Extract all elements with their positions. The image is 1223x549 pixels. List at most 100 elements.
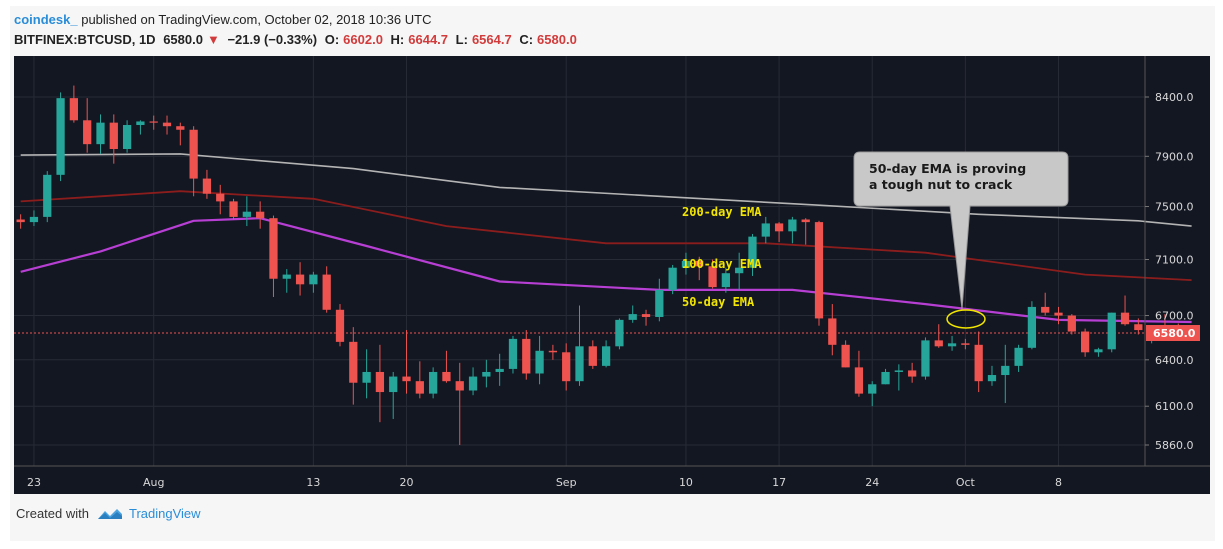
candle-body	[508, 338, 518, 369]
candle-body	[641, 314, 651, 317]
candle	[508, 335, 518, 374]
ema50-label: 50-day EMA	[682, 295, 755, 309]
candle	[189, 126, 198, 197]
price-axis[interactable]: 8400.0 7900.0 7500.0 7100.0 6700.0 6400.0 6100…	[1145, 91, 1200, 452]
candle-body	[282, 274, 291, 279]
candle	[881, 368, 890, 385]
author-link[interactable]: coindesk_	[14, 12, 78, 27]
ema100-label: 100-day EMA	[682, 257, 762, 271]
time-tick-label: 13	[306, 476, 320, 489]
candle-body	[562, 352, 571, 382]
candle-body	[468, 376, 478, 391]
time-tick-label: Sep	[556, 476, 577, 489]
candle-body	[628, 314, 637, 320]
publish-info: published on TradingView.com, October 02…	[81, 12, 432, 27]
candle	[362, 349, 371, 399]
candle-body	[615, 319, 624, 347]
candle	[468, 367, 478, 396]
candle	[149, 115, 158, 130]
candle-body	[961, 343, 970, 345]
candle	[695, 256, 704, 281]
candle-body	[908, 370, 917, 377]
candle	[109, 114, 118, 164]
candle	[774, 222, 784, 242]
time-tick-label: 24	[865, 476, 879, 489]
candle	[16, 214, 25, 229]
candle-body	[83, 120, 92, 145]
price-change: −21.9 (−0.33%)	[227, 32, 318, 47]
candle-body	[335, 309, 345, 342]
ema50-line	[20, 217, 1192, 324]
candle-body	[349, 341, 358, 383]
candle-body	[189, 129, 198, 179]
price-tick-label: 6700.0	[1155, 310, 1194, 323]
created-with-text: Created with	[16, 506, 89, 521]
candle	[176, 122, 185, 146]
candle	[455, 362, 464, 445]
candle-body	[548, 350, 558, 353]
candle-body	[43, 174, 52, 217]
candle	[841, 340, 850, 368]
candle	[801, 218, 810, 245]
candle-body	[309, 274, 318, 285]
candle	[229, 198, 238, 220]
ema200-label: 200-day EMA	[682, 205, 762, 219]
candle-body	[735, 267, 744, 274]
ema-lines	[20, 153, 1192, 324]
candle-body	[322, 274, 331, 310]
candle	[216, 184, 225, 215]
candle	[282, 269, 291, 293]
candle	[1054, 306, 1063, 325]
candle	[681, 252, 691, 275]
time-axis[interactable]: 23 Aug 13 20 Sep 10 17 24 Oct 8	[27, 476, 1062, 489]
candlestick-chart[interactable]: 8400.0 7900.0 7500.0 7100.0 6700.0 6400.0 6100…	[14, 56, 1210, 494]
candle-body	[176, 126, 185, 130]
candle	[535, 335, 544, 385]
candle	[1067, 314, 1076, 335]
candle	[349, 327, 358, 405]
candle-body	[1067, 315, 1076, 332]
candle	[708, 259, 717, 289]
tradingview-link[interactable]: TradingView	[128, 506, 201, 521]
candle	[655, 278, 664, 322]
candle	[309, 271, 318, 293]
time-tick-label: Oct	[956, 476, 976, 489]
price-tick-label: 7900.0	[1155, 150, 1194, 163]
candle	[721, 267, 730, 293]
candle-body	[362, 371, 371, 383]
candle	[335, 304, 345, 347]
candle-body	[1041, 306, 1050, 313]
candle	[854, 350, 864, 397]
candle-body	[934, 340, 943, 347]
tradingview-logo-icon	[97, 508, 122, 519]
candle-body	[1001, 365, 1010, 376]
candle-body	[695, 260, 704, 267]
candle-body	[1027, 306, 1037, 348]
candle-body	[921, 340, 930, 377]
candle-body	[375, 371, 385, 393]
time-tick-label: 17	[772, 476, 786, 489]
candle-body	[229, 201, 238, 217]
chart-background	[14, 56, 1210, 494]
candle	[735, 252, 744, 290]
candle-body	[854, 367, 864, 394]
candle	[83, 98, 92, 153]
candle-body	[149, 121, 158, 123]
candle-body	[122, 125, 132, 149]
candle-body	[1107, 312, 1116, 350]
symbol-label: BITFINEX:BTCUSD, 1D	[14, 32, 156, 47]
highlight-ellipse	[946, 309, 986, 329]
candle	[1001, 344, 1010, 404]
candle-body	[16, 219, 25, 223]
footer: Created with TradingView	[16, 506, 201, 521]
candle	[814, 220, 824, 326]
candle-body	[708, 266, 717, 288]
candle-body	[495, 368, 504, 372]
candle-body	[442, 371, 451, 382]
time-tick-label: 20	[400, 476, 414, 489]
candle	[1027, 301, 1037, 350]
candle	[429, 367, 438, 399]
candle	[389, 371, 398, 419]
candle	[668, 264, 677, 295]
candle-body	[1120, 312, 1130, 325]
